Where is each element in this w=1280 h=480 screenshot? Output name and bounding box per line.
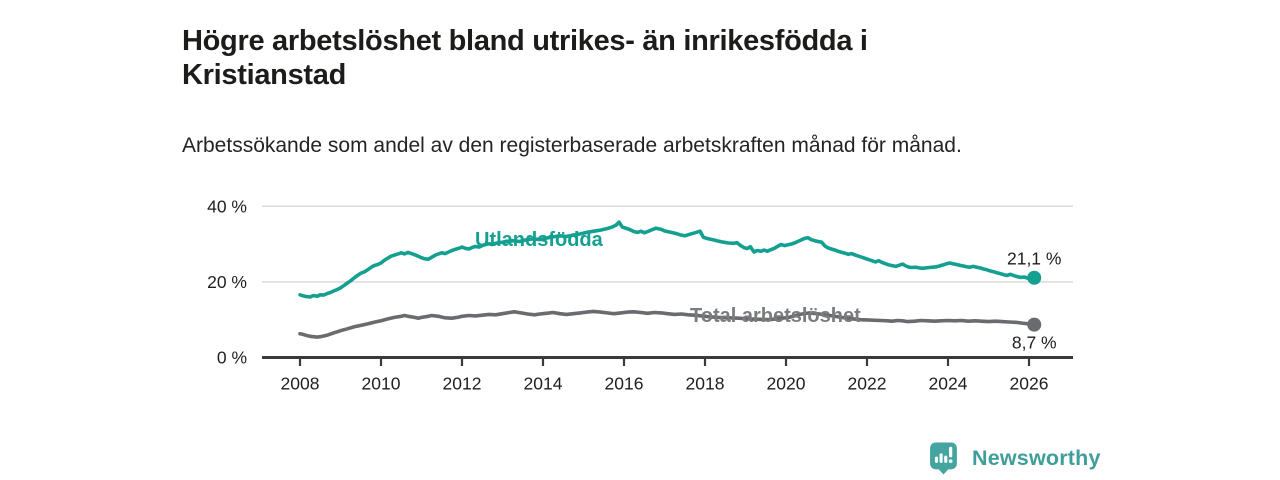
chart-subtitle: Arbetssökande som andel av den registerb… — [182, 134, 962, 157]
series-line-total — [298, 309, 1034, 339]
brand-name: Newsworthy — [972, 446, 1101, 470]
y-axis-label: 40 % — [207, 196, 247, 216]
end-value-label: 8,7 % — [1012, 333, 1057, 353]
chart-title: Högre arbetslöshet bland utrikes- än inr… — [182, 25, 868, 92]
x-axis-label: 2026 — [1010, 374, 1049, 394]
x-axis-label: 2024 — [929, 374, 968, 394]
end-value-label: 21,1 % — [1007, 249, 1061, 269]
x-axis-label: 2022 — [848, 374, 887, 394]
y-axis-label: 20 % — [207, 272, 247, 292]
bar-chart-bubble-icon — [930, 442, 957, 475]
series-end-dot — [1027, 317, 1042, 332]
x-axis-label: 2020 — [767, 374, 806, 394]
x-axis-label: 2014 — [524, 374, 563, 394]
series-end-dot — [1027, 270, 1042, 285]
x-axis-label: 2008 — [281, 374, 320, 394]
x-axis-label: 2016 — [605, 374, 644, 394]
series-label: Utlandsfödda — [475, 229, 604, 251]
x-axis-label: 2012 — [443, 374, 482, 394]
newsworthy-logo: Newsworthy — [929, 442, 1101, 475]
series-line-utlandsfodda — [298, 220, 1034, 299]
x-axis-label: 2010 — [362, 374, 401, 394]
y-axis-label: 0 % — [217, 348, 247, 368]
x-axis-label: 2018 — [686, 374, 725, 394]
series-label: Total arbetslöshet — [690, 305, 861, 327]
